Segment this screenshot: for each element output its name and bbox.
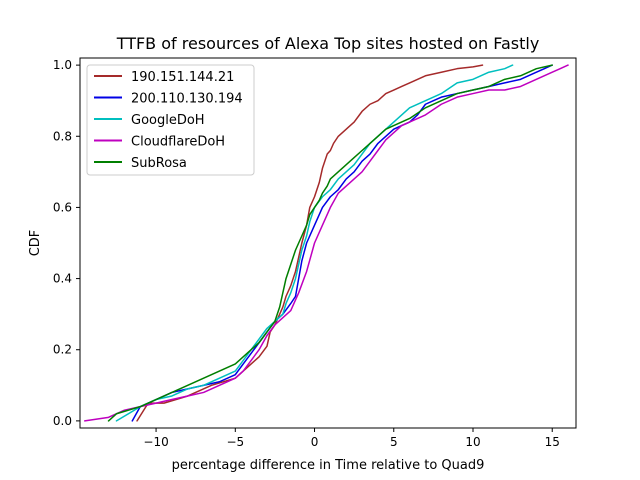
y-tick-label: 0.8: [53, 129, 72, 143]
x-tick-label: −10: [143, 435, 168, 449]
y-tick-label: 0.6: [53, 200, 72, 214]
chart-title: TTFB of resources of Alexa Top sites hos…: [116, 34, 540, 53]
x-axis-label: percentage difference in Time relative t…: [172, 458, 485, 473]
x-tick-label: 0: [311, 435, 319, 449]
series-layer: [84, 64, 569, 422]
x-tick-label: 10: [465, 435, 480, 449]
axes-frame: [79, 57, 577, 429]
legend-label-0: 190.151.144.21: [131, 70, 234, 85]
legend-items: 190.151.144.21 200.110.130.194 GoogleDoH Cl…: [94, 70, 243, 171]
y-axis-label: CDF: [28, 230, 43, 257]
legend-label-3: CloudflareDoH: [131, 135, 225, 150]
plot-area: −10 −5 0 5 10 15 0.0 0.2 0.4 0.6 0.8 1.0: [53, 57, 577, 449]
series-line-4: [107, 64, 553, 422]
legend-label-1: 200.110.130.194: [131, 92, 243, 107]
y-tick-label: 0.0: [53, 414, 72, 428]
y-tick-label: 1.0: [53, 58, 72, 72]
y-tick-label: 0.4: [53, 272, 72, 286]
x-tick-label: 5: [390, 435, 398, 449]
x-axis-ticks: −10 −5 0 5 10 15: [143, 428, 560, 449]
legend-label-2: GoogleDoH: [131, 113, 205, 128]
series-line-2: [115, 64, 514, 422]
legend: 190.151.144.21 200.110.130.194 GoogleDoH Cl…: [86, 64, 255, 176]
y-axis-ticks: 0.0 0.2 0.4 0.6 0.8 1.0: [53, 58, 80, 428]
series-line-3: [84, 64, 569, 422]
legend-label-4: SubRosa: [131, 156, 187, 171]
x-tick-label: −5: [226, 435, 244, 449]
x-tick-label: 15: [545, 435, 560, 449]
y-tick-label: 0.2: [53, 343, 72, 357]
legend-box: [86, 64, 255, 176]
series-line-0: [136, 64, 484, 422]
